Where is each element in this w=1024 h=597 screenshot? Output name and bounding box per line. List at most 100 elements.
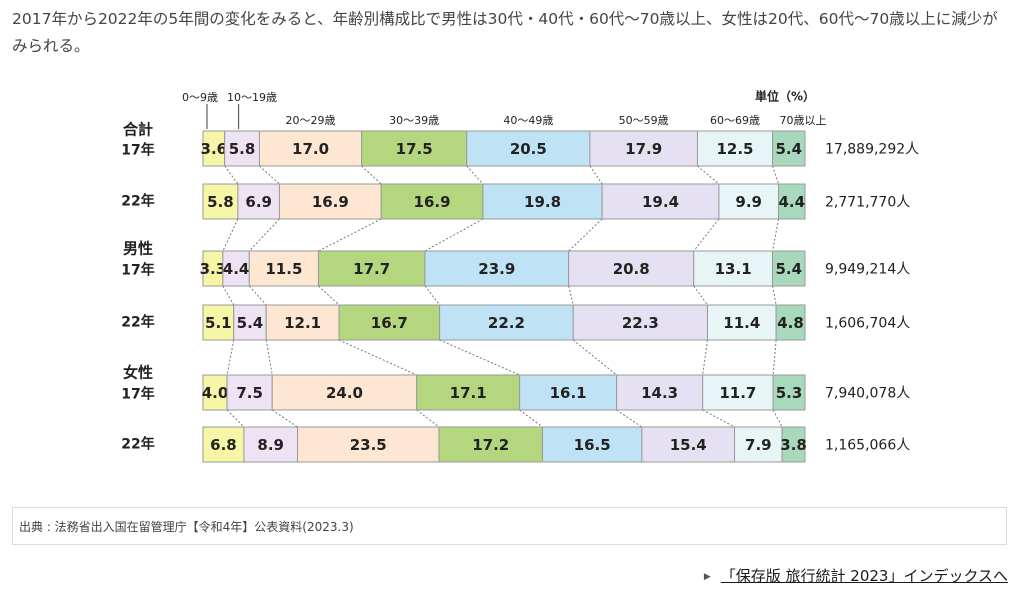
bar-segment (317, 250, 426, 287)
total-label: 2,771,770人 (825, 195, 910, 211)
category-label: 70歳以上 (780, 114, 827, 127)
category-label: 60〜69歳 (710, 114, 760, 127)
connector-line (616, 409, 643, 428)
year-label: 17年 (121, 262, 154, 279)
connector-line (772, 339, 777, 376)
bar-segment (424, 250, 570, 287)
bar-segment (641, 426, 736, 463)
bar-segment (778, 183, 806, 220)
value-label: 20.8 (613, 260, 650, 278)
bar-segment (224, 130, 260, 167)
connector-line (702, 409, 735, 428)
connector-line (693, 218, 720, 252)
connector-line (772, 165, 779, 185)
bar-segment (438, 426, 544, 463)
bar-segment (278, 183, 382, 220)
value-label: 4.8 (777, 314, 804, 332)
connector-line (772, 218, 780, 252)
year-label: 17年 (121, 386, 154, 403)
value-label: 11.7 (719, 384, 756, 402)
bar-segment (416, 374, 521, 411)
value-label: 5.3 (776, 384, 803, 402)
bar-segment (781, 426, 806, 463)
value-label: 24.0 (326, 384, 363, 402)
connector-line (338, 339, 417, 376)
value-label: 9.9 (735, 193, 762, 211)
value-label: 4.0 (202, 384, 229, 402)
age-composition-chart: 0〜9歳 10〜19歳 20〜29歳 30〜39歳 40〜49歳 50〜59歳 60〜69歳… (121, 89, 919, 463)
value-label: 15.4 (670, 436, 707, 454)
value-label: 3.3 (200, 260, 227, 278)
value-label: 5.4 (775, 140, 802, 158)
index-link[interactable]: 「保存版 旅行統計 2023」インデックスへ (720, 567, 1008, 585)
value-label: 20.5 (510, 140, 547, 158)
unit-label: 単位（%） (755, 89, 815, 104)
value-label: 16.1 (550, 384, 587, 402)
value-label: 11.4 (723, 314, 760, 332)
group-label: 女性 (123, 364, 153, 382)
value-label: 5.4 (775, 260, 802, 278)
connector-line (772, 409, 783, 428)
value-label: 16.7 (371, 314, 408, 332)
bar-segment (237, 183, 280, 220)
value-label: 16.9 (414, 193, 451, 211)
total-label: 1,606,704人 (825, 316, 910, 332)
connector-line (697, 165, 720, 185)
value-label: 7.5 (236, 384, 263, 402)
connector-line (222, 218, 239, 252)
connector-line (361, 165, 382, 185)
value-label: 12.5 (716, 140, 753, 158)
total-label: 17,889,292人 (825, 142, 919, 158)
value-label: 19.4 (642, 193, 679, 211)
connector-line (772, 285, 777, 306)
bar-segment (202, 426, 245, 463)
connector-line (589, 165, 603, 185)
connector-line (702, 339, 708, 376)
bar-segment (772, 374, 806, 411)
bar-segment (466, 130, 591, 167)
value-label: 16.9 (312, 193, 349, 211)
connector-line (248, 285, 267, 306)
bar-segment (589, 130, 698, 167)
value-label: 6.8 (210, 436, 237, 454)
connector-line (424, 285, 440, 306)
value-label: 5.4 (237, 314, 264, 332)
year-label: 17年 (121, 142, 154, 159)
connector-line (248, 218, 280, 252)
intro-text: 2017年から2022年の5年間の変化をみると、年齢別構成比で男性は30代・40… (12, 10, 998, 55)
connector-line (568, 218, 603, 252)
arrow-icon: ▶ (703, 572, 711, 582)
value-label: 4.4 (778, 193, 805, 211)
value-label: 4.4 (223, 260, 250, 278)
bar-segment (568, 250, 695, 287)
category-label: 40〜49歳 (503, 114, 553, 127)
value-label: 8.9 (257, 436, 284, 454)
bar-segment (248, 250, 319, 287)
value-label: 17.5 (396, 140, 433, 158)
value-label: 22.2 (488, 314, 525, 332)
bar-segment (734, 426, 783, 463)
value-label: 22.3 (622, 314, 659, 332)
connector-line (568, 285, 574, 306)
value-label: 16.5 (574, 436, 611, 454)
bar-segment (572, 304, 708, 341)
value-label: 17.0 (292, 140, 329, 158)
value-label: 3.8 (780, 436, 807, 454)
total-label: 9,949,214人 (825, 262, 910, 278)
connector-line (222, 285, 235, 306)
connector-line (226, 339, 235, 376)
value-label: 7.9 (745, 436, 772, 454)
value-label: 23.5 (350, 436, 387, 454)
value-label: 14.3 (641, 384, 678, 402)
bar-segment (265, 304, 340, 341)
bar-segment (271, 374, 418, 411)
bar-segment (482, 183, 603, 220)
bar-segment (226, 374, 273, 411)
category-label: 20〜29歳 (286, 114, 336, 127)
value-label: 5.8 (207, 193, 234, 211)
bar-segment (542, 426, 643, 463)
connector-line (224, 165, 239, 185)
bar-segment (338, 304, 441, 341)
connector-line (226, 409, 245, 428)
value-label: 5.8 (229, 140, 256, 158)
